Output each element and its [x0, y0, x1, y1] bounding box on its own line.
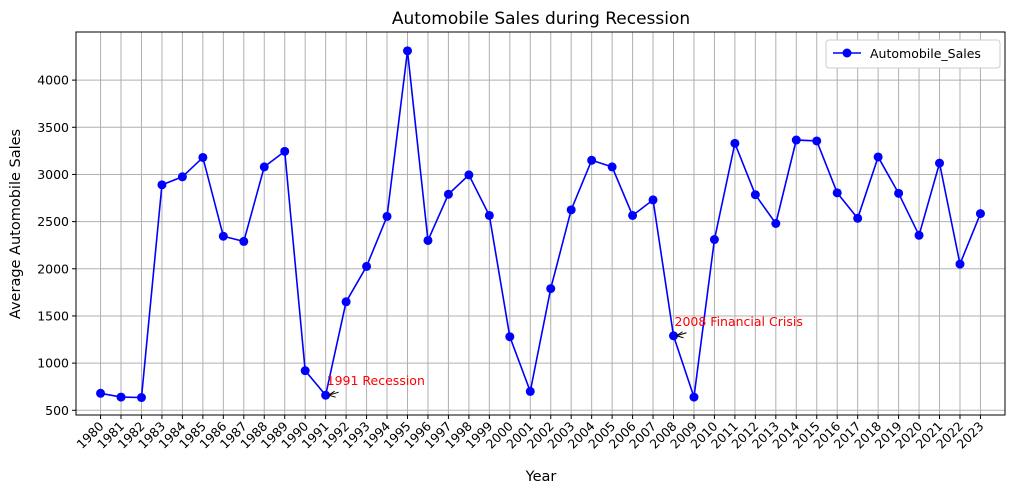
data-point [955, 259, 965, 269]
y-tick-label: 3500 [37, 120, 69, 135]
grid-lines [76, 32, 1005, 415]
data-point [935, 158, 945, 168]
x-axis-ticks: 1980198119821983198419851986198719881989… [74, 415, 987, 452]
annotation-arrowhead [676, 331, 684, 339]
y-tick-label: 1000 [37, 356, 69, 371]
chart-title: Automobile Sales during Recession [392, 9, 690, 29]
y-axis-ticks: 500 1000 1500 2000 2500 3000 3500 4000 [37, 73, 76, 418]
y-tick-label: 2000 [37, 261, 69, 276]
data-point [239, 236, 249, 246]
data-point [402, 46, 412, 56]
legend-marker [842, 48, 852, 58]
y-axis-label: Average Automobile Sales [8, 129, 24, 319]
annotation-text: 2008 Financial Crisis [675, 314, 803, 329]
series-line [100, 50, 982, 399]
data-point [750, 190, 760, 200]
data-point [546, 284, 556, 294]
y-tick-label: 4000 [37, 73, 69, 88]
legend: Automobile_Sales [825, 39, 1001, 69]
y-tick-label: 500 [45, 403, 69, 418]
y-tick-label: 1500 [37, 308, 69, 323]
data-point [464, 170, 474, 180]
annotation-text: 1991 Recession [327, 373, 425, 388]
series-layer [96, 46, 985, 403]
data-point [218, 231, 228, 241]
annotation-arrowhead [328, 390, 336, 398]
data-point [832, 188, 842, 198]
data-point [587, 155, 597, 165]
data-point [505, 332, 515, 342]
data-point [259, 162, 269, 172]
data-point [975, 209, 985, 219]
annotation-arrow [676, 332, 687, 337]
data-point [484, 210, 494, 220]
data-point [566, 205, 576, 215]
data-point [525, 386, 535, 396]
data-point [853, 213, 863, 223]
data-point [341, 297, 351, 307]
data-point [812, 136, 822, 146]
data-point [730, 138, 740, 148]
legend-box [825, 39, 1001, 69]
data-point [96, 388, 106, 398]
y-tick-label: 3000 [37, 167, 69, 182]
data-point [177, 172, 187, 182]
data-point [914, 230, 924, 240]
data-point [771, 219, 781, 228]
data-point [669, 331, 679, 341]
data-point [894, 188, 904, 198]
data-point [382, 211, 392, 221]
data-point [300, 366, 310, 376]
data-point [689, 392, 699, 402]
data-point [157, 180, 167, 190]
data-point [321, 390, 331, 400]
legend-label: Automobile_Sales [870, 46, 981, 61]
plot-area-frame [75, 31, 1006, 416]
annotation-arrow [328, 391, 339, 396]
data-point [423, 235, 433, 245]
data-point [873, 152, 883, 162]
annotations-layer: 1991 Recession 2008 Financial Crisis [327, 314, 803, 398]
data-point [136, 393, 146, 403]
data-point [791, 135, 801, 145]
data-point [362, 261, 372, 271]
data-point [116, 392, 126, 402]
data-point [628, 210, 638, 220]
data-point [280, 146, 290, 156]
y-tick-label: 2500 [37, 214, 69, 229]
data-point [607, 162, 617, 172]
x-axis-label: Year [525, 469, 557, 485]
data-point [648, 195, 658, 205]
data-point [198, 152, 208, 162]
data-point [443, 189, 453, 199]
data-point [709, 235, 719, 245]
